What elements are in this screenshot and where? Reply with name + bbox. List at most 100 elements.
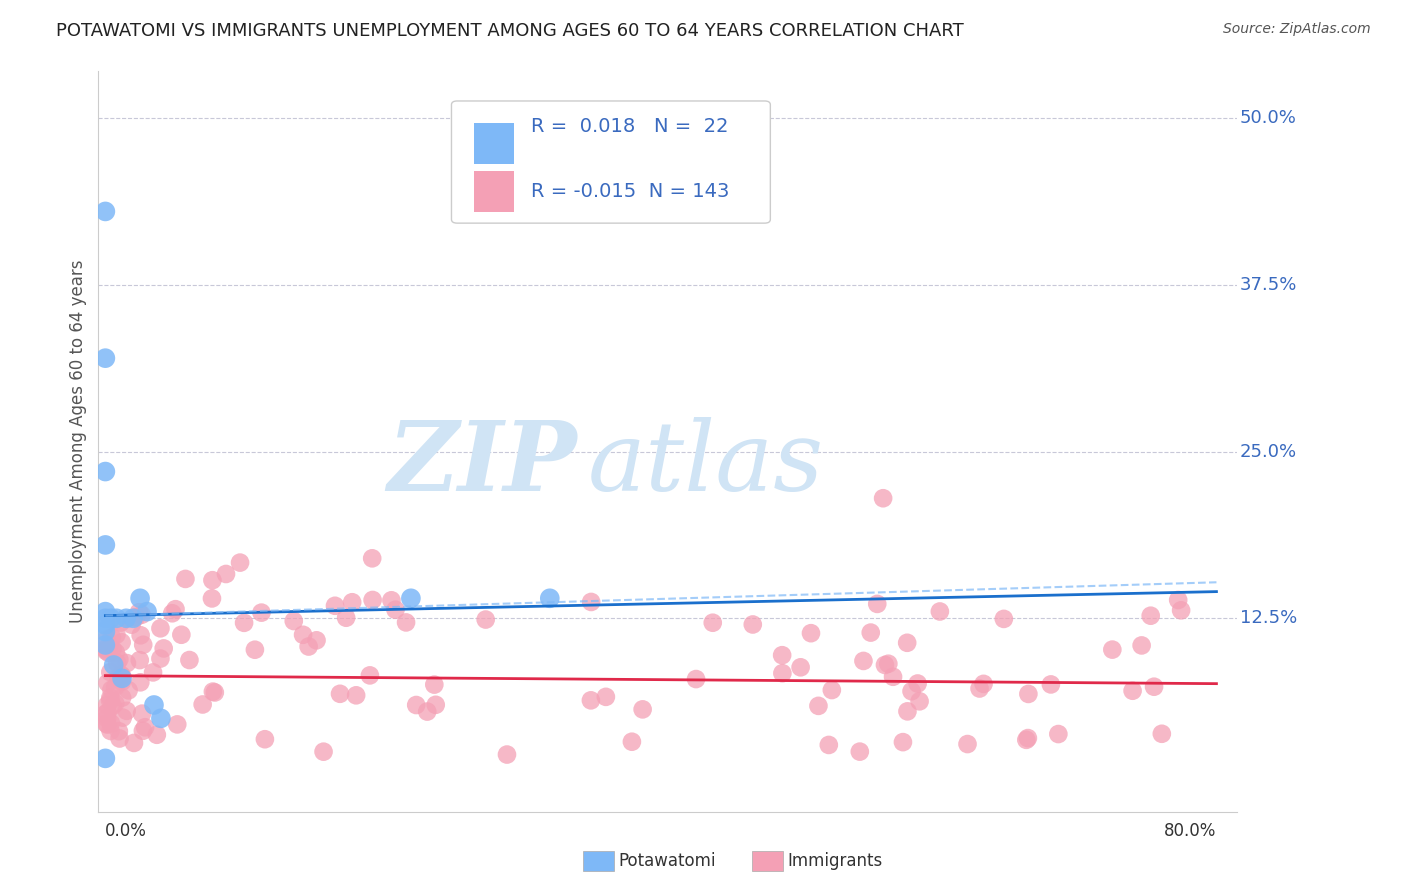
Point [94,642,117,657]
Point [111,711,134,725]
Point [425,698,447,712]
Point [538,591,561,606]
Point [956,737,979,751]
Text: Immigrants: Immigrants [787,852,883,870]
Text: ZIP: ZIP [387,417,576,511]
Point [685,672,707,686]
Point [817,738,839,752]
Point [107,670,129,684]
Point [101,641,124,656]
Point [1017,731,1039,745]
Point [907,676,929,690]
Point [108,724,131,739]
Point [201,573,224,587]
Point [1047,727,1070,741]
Point [132,638,155,652]
Text: Source: ZipAtlas.com: Source: ZipAtlas.com [1223,22,1371,37]
Point [312,745,335,759]
Point [882,670,904,684]
Point [416,705,439,719]
Point [94,751,117,765]
Point [121,617,143,632]
Point [1017,687,1039,701]
Point [496,747,519,762]
Point [800,626,823,640]
Point [96,717,118,731]
Point [111,674,134,689]
Point [100,611,122,625]
Point [877,657,900,671]
Point [103,657,125,672]
Point [152,641,174,656]
Text: atlas: atlas [588,417,824,511]
Point [96,706,118,720]
Point [94,638,117,652]
Point [872,491,894,506]
Point [98,639,121,653]
Point [128,605,150,619]
Point [129,628,152,642]
Point [1122,683,1144,698]
Point [143,698,166,712]
Point [174,572,197,586]
Point [821,683,844,698]
Point [323,599,346,613]
Point [111,669,134,683]
Point [98,694,121,708]
Point [131,706,153,721]
Point [100,716,122,731]
Point [94,538,117,552]
Text: POTAWATOMI VS IMMIGRANTS UNEMPLOYMENT AMONG AGES 60 TO 64 YEARS CORRELATION CHAR: POTAWATOMI VS IMMIGRANTS UNEMPLOYMENT AM… [56,22,965,40]
Point [101,698,124,713]
Point [852,654,875,668]
Point [335,611,357,625]
Point [1039,677,1062,691]
Point [105,628,128,642]
Point [380,593,402,607]
Point [1167,593,1189,607]
Point [170,628,193,642]
Point [94,618,117,632]
Point [96,632,118,647]
Point [165,602,187,616]
Point [250,606,273,620]
Point [579,595,602,609]
Point [115,704,138,718]
Point [94,465,117,479]
Point [631,702,654,716]
Point [108,731,131,746]
Point [891,735,914,749]
Point [329,687,352,701]
Point [1150,727,1173,741]
Text: R = -0.015  N = 143: R = -0.015 N = 143 [531,182,730,201]
Point [104,645,127,659]
Bar [474,123,515,164]
Point [1101,642,1123,657]
Point [849,745,872,759]
Point [105,611,128,625]
Point [125,610,148,624]
Point [859,625,882,640]
Point [384,603,406,617]
Point [100,723,122,738]
Text: 12.5%: 12.5% [1240,609,1296,627]
Point [423,678,446,692]
Point [340,595,363,609]
Point [94,624,117,639]
Point [94,605,117,619]
Point [132,723,155,738]
Point [361,593,384,607]
Point [298,640,321,654]
Point [233,615,256,630]
Y-axis label: Unemployment Among Ages 60 to 64 years: Unemployment Among Ages 60 to 64 years [69,260,87,624]
Point [149,711,172,725]
Point [474,613,496,627]
Point [866,597,889,611]
Point [110,667,132,681]
Point [98,665,121,680]
Point [149,651,172,665]
Point [111,635,134,649]
Point [97,646,120,660]
Point [142,665,165,680]
Point [149,621,172,635]
